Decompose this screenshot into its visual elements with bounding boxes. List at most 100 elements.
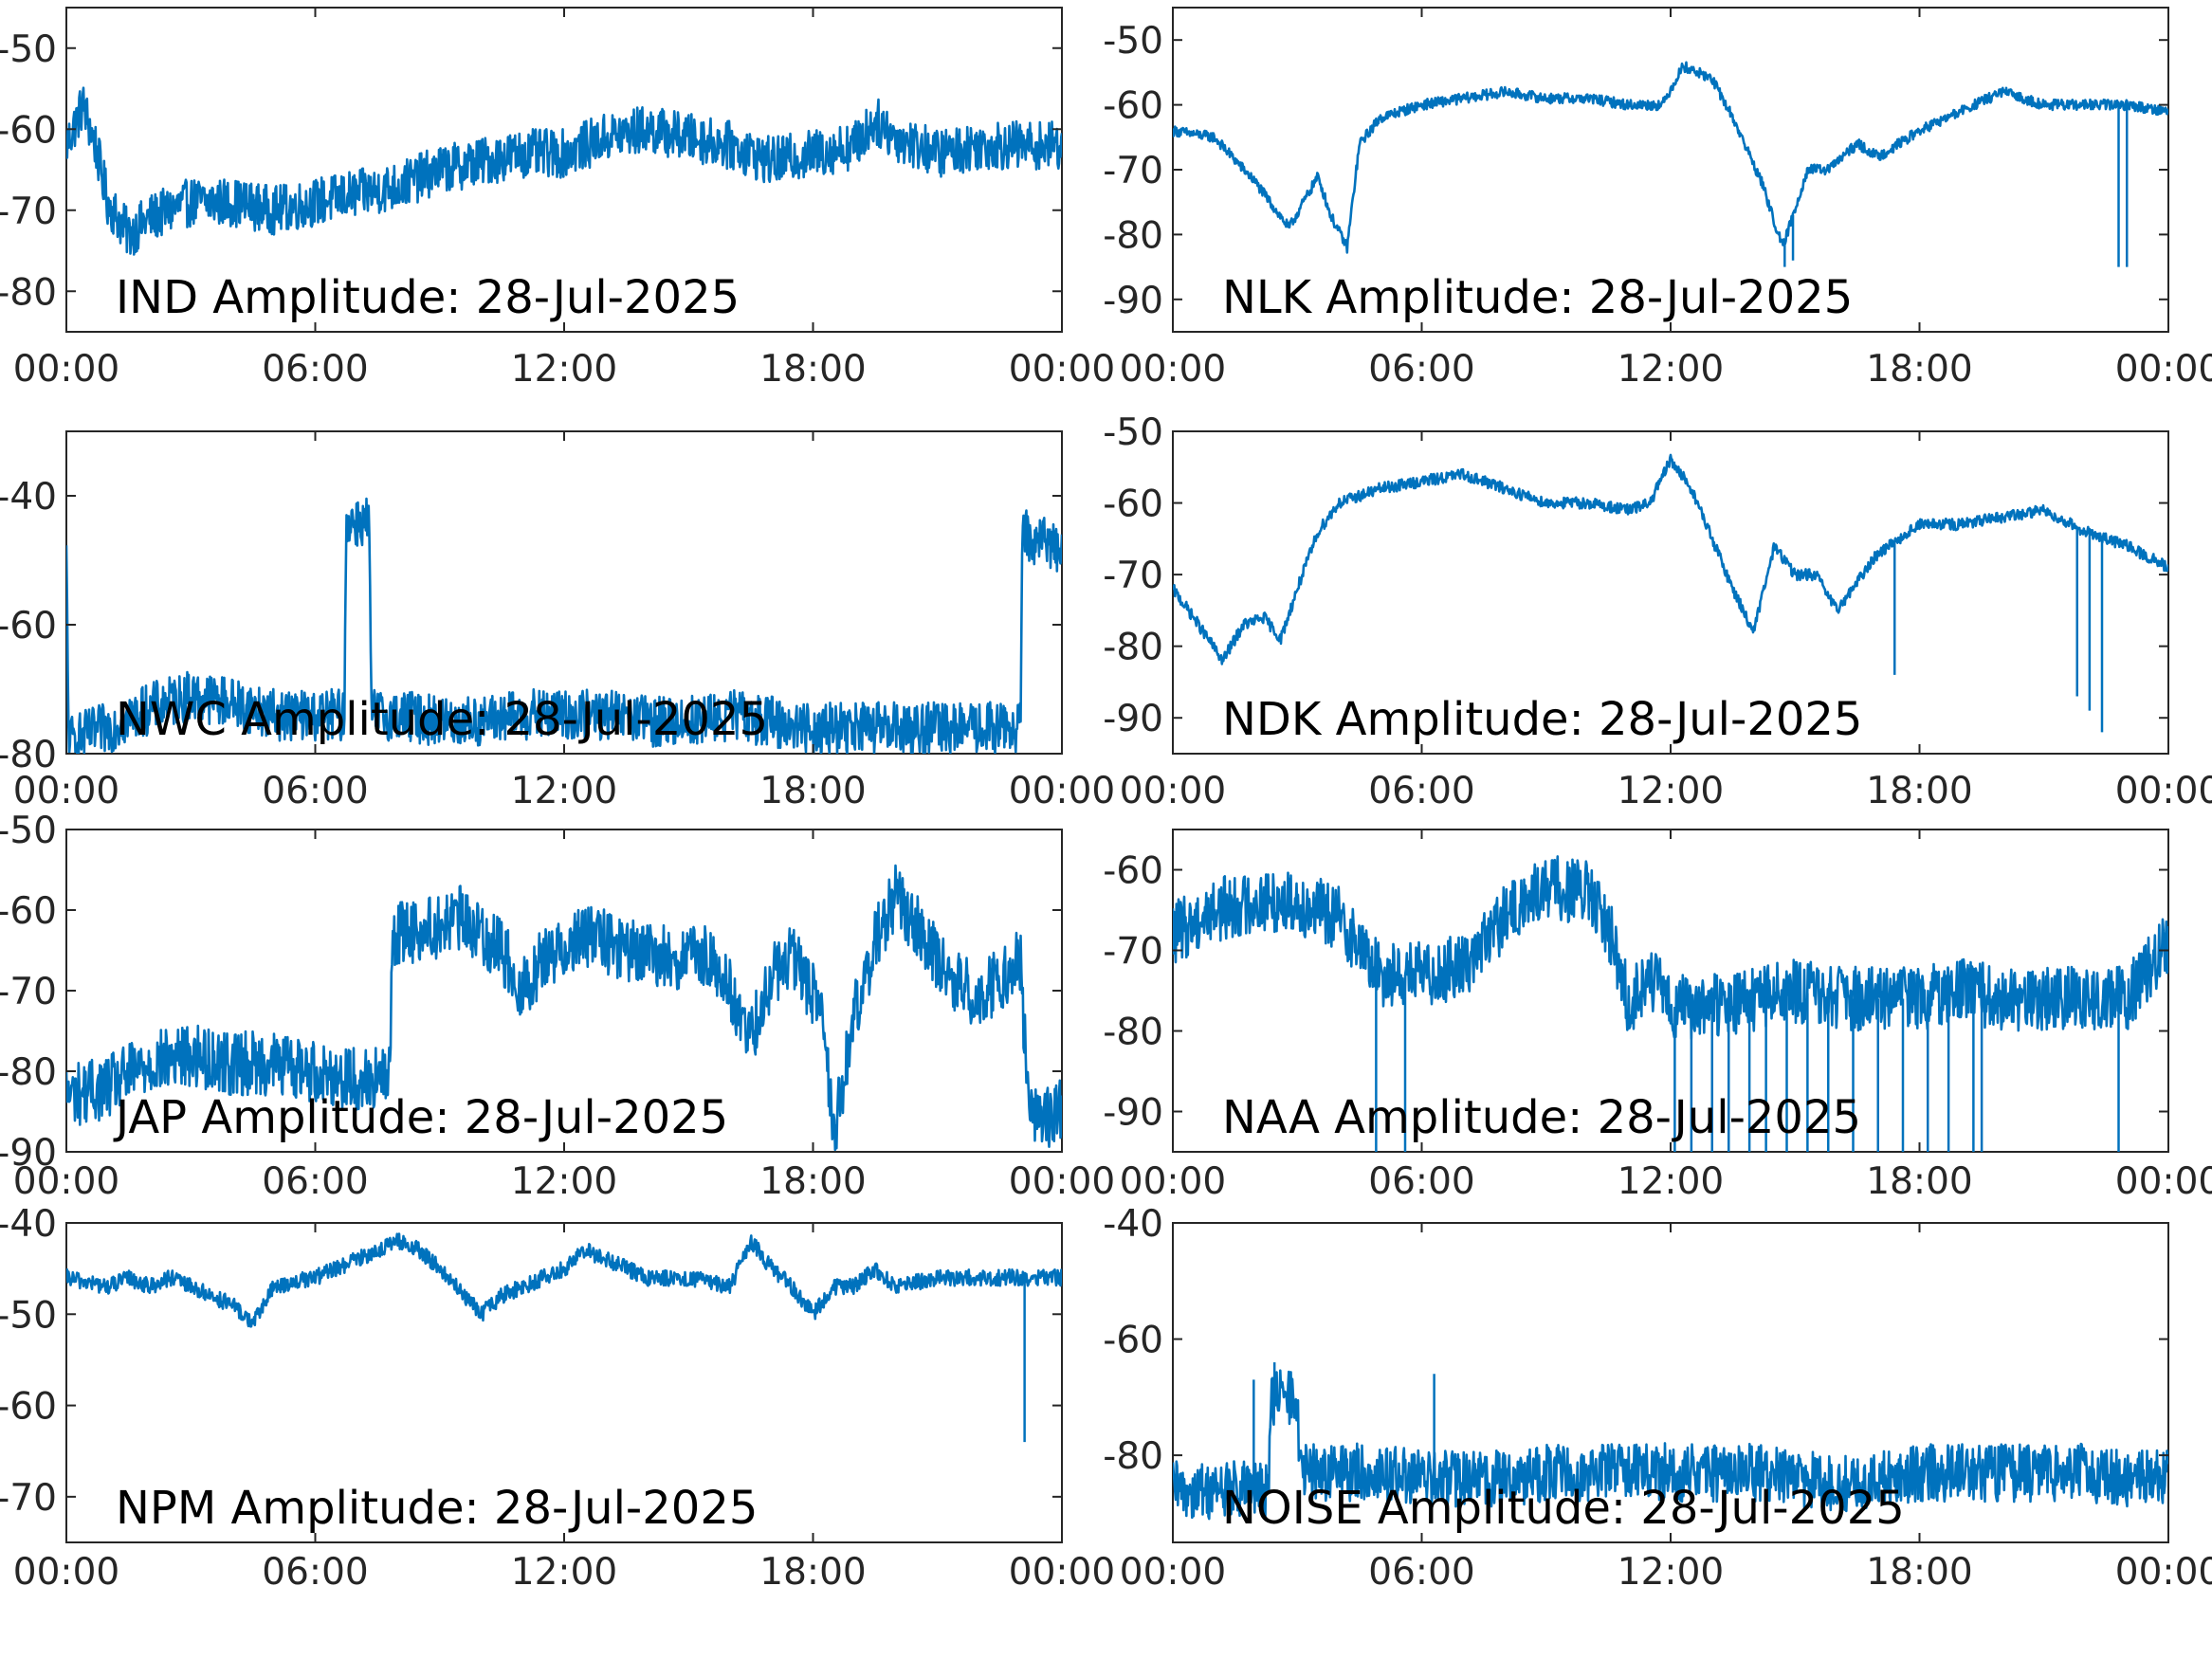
x-tick-label: 18:00	[759, 1160, 866, 1203]
y-tick-label: -60	[1103, 1320, 1163, 1362]
x-tick-label: 00:00	[1120, 1551, 1226, 1594]
axes-frame	[1172, 1222, 2169, 1543]
panel-title: NLK Amplitude: 28-Jul-2025	[1222, 271, 1853, 324]
y-tick-label: -60	[0, 605, 57, 647]
y-tick-label: -40	[0, 476, 57, 519]
y-tick-label: -50	[0, 28, 57, 71]
series-line	[66, 1232, 1062, 1328]
x-tick-label: 00:00	[2115, 1160, 2212, 1203]
axes-frame	[65, 1222, 1063, 1543]
panel-title: IND Amplitude: 28-Jul-2025	[116, 271, 740, 324]
y-tick-label: -60	[1103, 850, 1163, 893]
y-tick-label: -60	[0, 1386, 57, 1429]
panel-4: 00:00 06:00 12:00 18:00 00:00 -50 -60 -70 -80 -90…	[1103, 411, 2212, 812]
x-tick-label: 12:00	[1618, 348, 1724, 391]
x-tick-label: 00:00	[1120, 348, 1226, 391]
x-tick-label: 00:00	[1009, 770, 1115, 812]
x-tick-label: 00:00	[13, 770, 119, 812]
x-tick-label: 06:00	[1368, 770, 1474, 812]
panel-6: 00:00 06:00 12:00 18:00 00:00 -60 -70 -80 -90 NAA…	[1103, 829, 2212, 1203]
panel-title: NPM Amplitude: 28-Jul-2025	[116, 1482, 758, 1535]
x-tick-label: 06:00	[1368, 1551, 1474, 1594]
y-tick-label: -90	[1103, 698, 1163, 740]
x-tick-label: 12:00	[1618, 1160, 1724, 1203]
x-tick-label: 18:00	[759, 770, 866, 812]
panel-title: JAP Amplitude: 28-Jul-2025	[113, 1091, 728, 1144]
x-tick-label: 06:00	[262, 1160, 368, 1203]
y-tick-label: -50	[0, 1294, 57, 1337]
panel-8: 00:00 06:00 12:00 18:00 00:00 -40 -60 -80 NOISE …	[1103, 1203, 2212, 1594]
x-tick-label: 00:00	[13, 1160, 119, 1203]
y-tick-label: -70	[1103, 150, 1163, 192]
x-tick-label: 00:00	[2115, 1551, 2212, 1594]
series-line	[1173, 61, 2168, 254]
x-tick-label: 12:00	[511, 770, 617, 812]
x-tick-label: 06:00	[1368, 348, 1474, 391]
axes-frame	[1172, 7, 2169, 333]
series-line	[66, 86, 1062, 256]
x-tick-label: 00:00	[1120, 1160, 1226, 1203]
y-tick-label: -70	[1103, 555, 1163, 597]
x-tick-label: 18:00	[1866, 1551, 1972, 1594]
panel-title: NOISE Amplitude: 28-Jul-2025	[1222, 1482, 1905, 1535]
series-line	[66, 497, 1062, 754]
series-line	[1173, 1369, 2168, 1521]
y-tick-label: -90	[1103, 1092, 1163, 1135]
y-tick-label: -90	[0, 1132, 57, 1175]
y-tick-label: -80	[1103, 1435, 1163, 1478]
y-tick-label: -80	[0, 734, 57, 776]
y-tick-label: -50	[1103, 20, 1163, 63]
panel-title: NDK Amplitude: 28-Jul-2025	[1222, 693, 1862, 746]
x-tick-label: 00:00	[13, 348, 119, 391]
y-tick-label: -80	[0, 1051, 57, 1094]
series-line	[1173, 855, 2168, 1040]
y-tick-label: -90	[1103, 280, 1163, 322]
y-tick-label: -70	[0, 971, 57, 1013]
y-tick-label: -80	[1103, 627, 1163, 669]
y-tick-label: -80	[1103, 1012, 1163, 1054]
x-tick-label: 06:00	[262, 348, 368, 391]
x-tick-label: 18:00	[1866, 1160, 1972, 1203]
panel-3: 00:00 06:00 12:00 18:00 00:00 -40 -60 -80 NWC Am…	[0, 430, 1115, 812]
x-tick-label: 00:00	[1009, 1160, 1115, 1203]
x-tick-label: 00:00	[13, 1551, 119, 1594]
y-tick-label: -60	[0, 890, 57, 933]
x-tick-label: 00:00	[1009, 348, 1115, 391]
panel-title: NAA Amplitude: 28-Jul-2025	[1222, 1091, 1861, 1144]
panel-7: 00:00 06:00 12:00 18:00 00:00 -40 -50 -60 -70 NPM…	[0, 1203, 1115, 1594]
y-tick-label: -60	[1103, 483, 1163, 526]
x-tick-label: 06:00	[262, 770, 368, 812]
y-tick-label: -60	[1103, 85, 1163, 128]
x-tick-label: 18:00	[759, 1551, 866, 1594]
y-tick-label: -50	[1103, 411, 1163, 454]
panel-2: 00:00 06:00 12:00 18:00 00:00 -50 -60 -70 -80 -90…	[1103, 7, 2212, 391]
x-tick-label: 06:00	[1368, 1160, 1474, 1203]
y-tick-label: -40	[1103, 1203, 1163, 1246]
y-tick-label: -50	[0, 810, 57, 852]
x-tick-label: 00:00	[2115, 770, 2212, 812]
y-tick-label: -70	[0, 191, 57, 233]
panel-1: 00:00 06:00 12:00 18:00 00:00 -50 -60 -70 -80 IND…	[0, 7, 1115, 391]
x-tick-label: 12:00	[511, 348, 617, 391]
panel-title: NWC Amplitude: 28-Jul-2025	[116, 693, 768, 746]
x-tick-label: 12:00	[1618, 770, 1724, 812]
y-tick-label: -40	[0, 1203, 57, 1246]
x-tick-label: 00:00	[2115, 348, 2212, 391]
x-tick-label: 12:00	[511, 1551, 617, 1594]
series-line	[66, 864, 1062, 1152]
panel-5: 00:00 06:00 12:00 18:00 00:00 -50 -60 -70 -80 -90…	[0, 810, 1115, 1203]
y-tick-label: -70	[0, 1477, 57, 1520]
x-tick-label: 18:00	[1866, 348, 1972, 391]
y-tick-label: -60	[0, 109, 57, 152]
y-tick-label: -80	[1103, 214, 1163, 257]
x-tick-label: 06:00	[262, 1551, 368, 1594]
y-tick-label: -80	[0, 271, 57, 314]
x-tick-label: 12:00	[511, 1160, 617, 1203]
y-tick-label: -70	[1103, 931, 1163, 974]
series-line	[1173, 453, 2168, 665]
x-tick-label: 18:00	[1866, 770, 1972, 812]
x-tick-label: 00:00	[1009, 1551, 1115, 1594]
x-tick-label: 18:00	[759, 348, 866, 391]
axes-frame	[1172, 430, 2169, 755]
